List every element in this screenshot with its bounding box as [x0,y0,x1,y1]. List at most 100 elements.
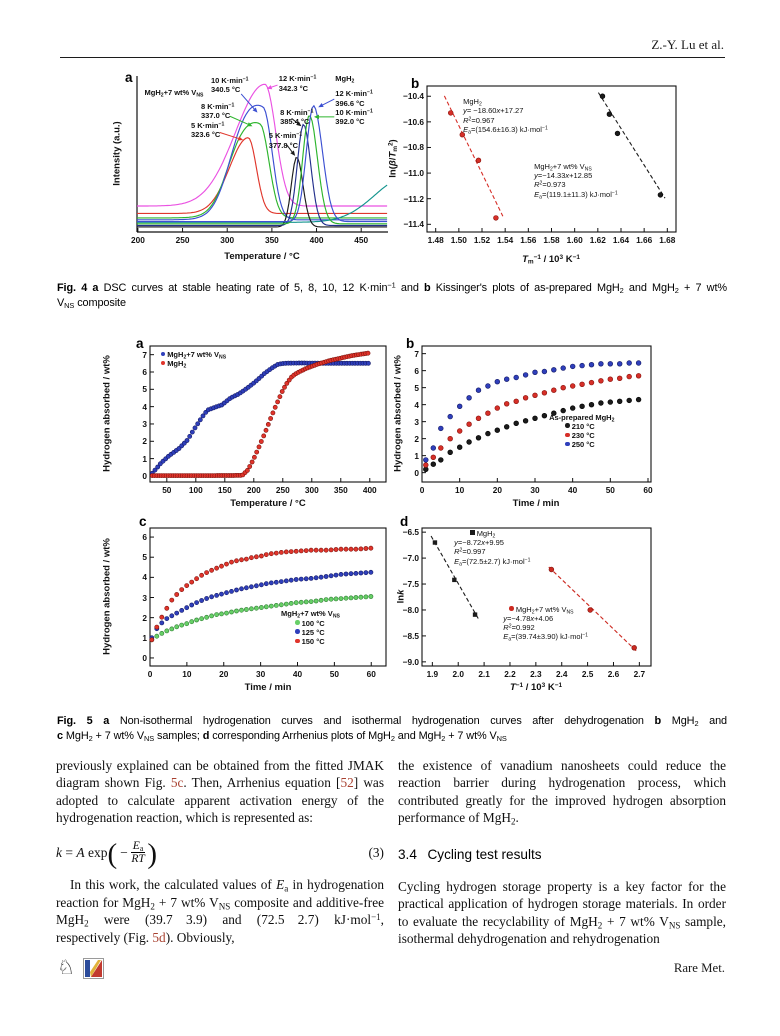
data-point [174,610,180,616]
data-point [189,429,195,435]
annotation-line: Ea=(72.5±2.7) kJ·mol−1 [454,556,531,567]
data-point [214,612,219,617]
data-point [513,420,519,427]
figure-5: 50 100 150 200 250 300 350 400 0 1 2 3 4 5 6 7 MgH2+7 wt… [95,335,687,717]
data-point [152,467,158,473]
data-point [272,404,278,410]
plot-annotation: MgH2+7 wt% VNS 100 °C 125 °C 150 °C [281,609,340,646]
data-point [588,379,595,386]
data-point [308,599,314,604]
data-point [278,549,284,555]
plot-annotation: 5 K·min−1 323.6 °C [191,121,224,140]
x-tick-label: 300 [304,485,319,495]
data-point [323,547,329,553]
annotation-line: 377.8 °C [268,140,299,150]
annotation-line: R2=0.967 [463,115,495,125]
data-point [560,407,566,414]
data-point [278,602,284,608]
data-point [275,399,280,405]
x-tick-label: 400 [362,485,377,495]
data-point [270,410,276,416]
data-point [288,577,294,583]
annotation-line: R2=0.997 [454,547,486,557]
x-tick-label: 0 [419,485,425,495]
annotation-line: Ea=(154.6±16.3) kJ·mol−1 [463,124,548,136]
data-point [494,378,500,385]
data-point [457,403,463,410]
x-tick-label: 250 [175,235,190,245]
data-point [247,464,253,469]
data-point [616,398,623,405]
data-point [263,427,269,433]
data-point [635,396,642,403]
x-tick-label: 2.0 [452,669,464,679]
data-point [179,587,185,592]
equation-3: k = A exp ( − Ea RT ) (3) [56,839,384,868]
x-tick-label: 2.7 [633,669,646,679]
x-tick-label: 60 [643,485,653,495]
data-point [343,546,349,552]
x-tick-label: 300 [220,235,235,245]
plot-annotation: MgH2+7 wt% VNS y=−4.78x+4.06 R2=0.992 Ea=(3… [503,605,588,643]
data-point [164,616,170,621]
data-point [258,553,264,559]
x-tick-label: 30 [530,485,540,495]
y-tick-label: 5 [142,552,147,563]
footer-journal-name: Rare Met. [673,961,725,975]
plot-annotation: MgH2+7 wt% VNS MgH2 [160,350,226,369]
data-point [363,546,369,551]
legend-marker-icon [565,432,570,438]
x-tick-label: 400 [309,235,324,245]
data-point [258,605,264,610]
data-point [432,540,438,545]
data-point [204,614,209,620]
y-tick-label: 4 [414,399,419,410]
data-point [282,384,287,390]
annotation-arrowhead [237,136,244,141]
data-point [248,606,254,612]
data-point [209,594,214,600]
data-point [164,628,170,634]
x-tick-label: 100 [188,485,203,495]
y-axis-label: lnk [395,589,407,604]
data-point [258,439,264,444]
data-point [328,547,334,553]
fig4-plots-svg [136,76,677,233]
data-point [447,449,453,456]
data-point [513,398,519,405]
data-point [430,445,436,451]
data-point [169,613,175,619]
header-rule [60,57,725,58]
panel-letter: b [411,76,420,91]
legend-label: 125 °C [301,627,325,637]
data-point [243,585,249,591]
data-point [338,596,344,601]
data-point [328,596,334,602]
legend-label: 100 °C [301,618,325,628]
data-point [588,362,595,368]
data-point [522,395,529,401]
annotation-arrow [291,118,298,124]
x-tick-label: 0 [147,669,153,679]
data-point [154,633,160,639]
x-tick-label: 60 [366,669,376,679]
y-tick-label: 1 [142,453,147,464]
data-point [189,579,195,585]
y-tick-label: 5 [414,382,419,393]
data-point [358,570,364,576]
data-point [343,595,349,601]
y-tick-label: 4 [142,401,147,412]
annotation-line: y=−14.33x+12.85 [534,171,593,181]
data-point [187,434,193,439]
plot-frame [149,345,387,483]
data-point [278,579,284,584]
figure-5-caption: Fig. 5 a Non-isothermal hydrogenation cu… [57,714,727,744]
fit-line [443,95,504,217]
data-point [244,467,250,473]
data-point [551,387,557,393]
springer-knight-logo-icon: ♘ [57,957,75,979]
legend-marker-icon [509,606,514,611]
data-point [587,607,593,613]
data-point [263,581,269,587]
y-tick-label: −11.0 [403,168,424,179]
